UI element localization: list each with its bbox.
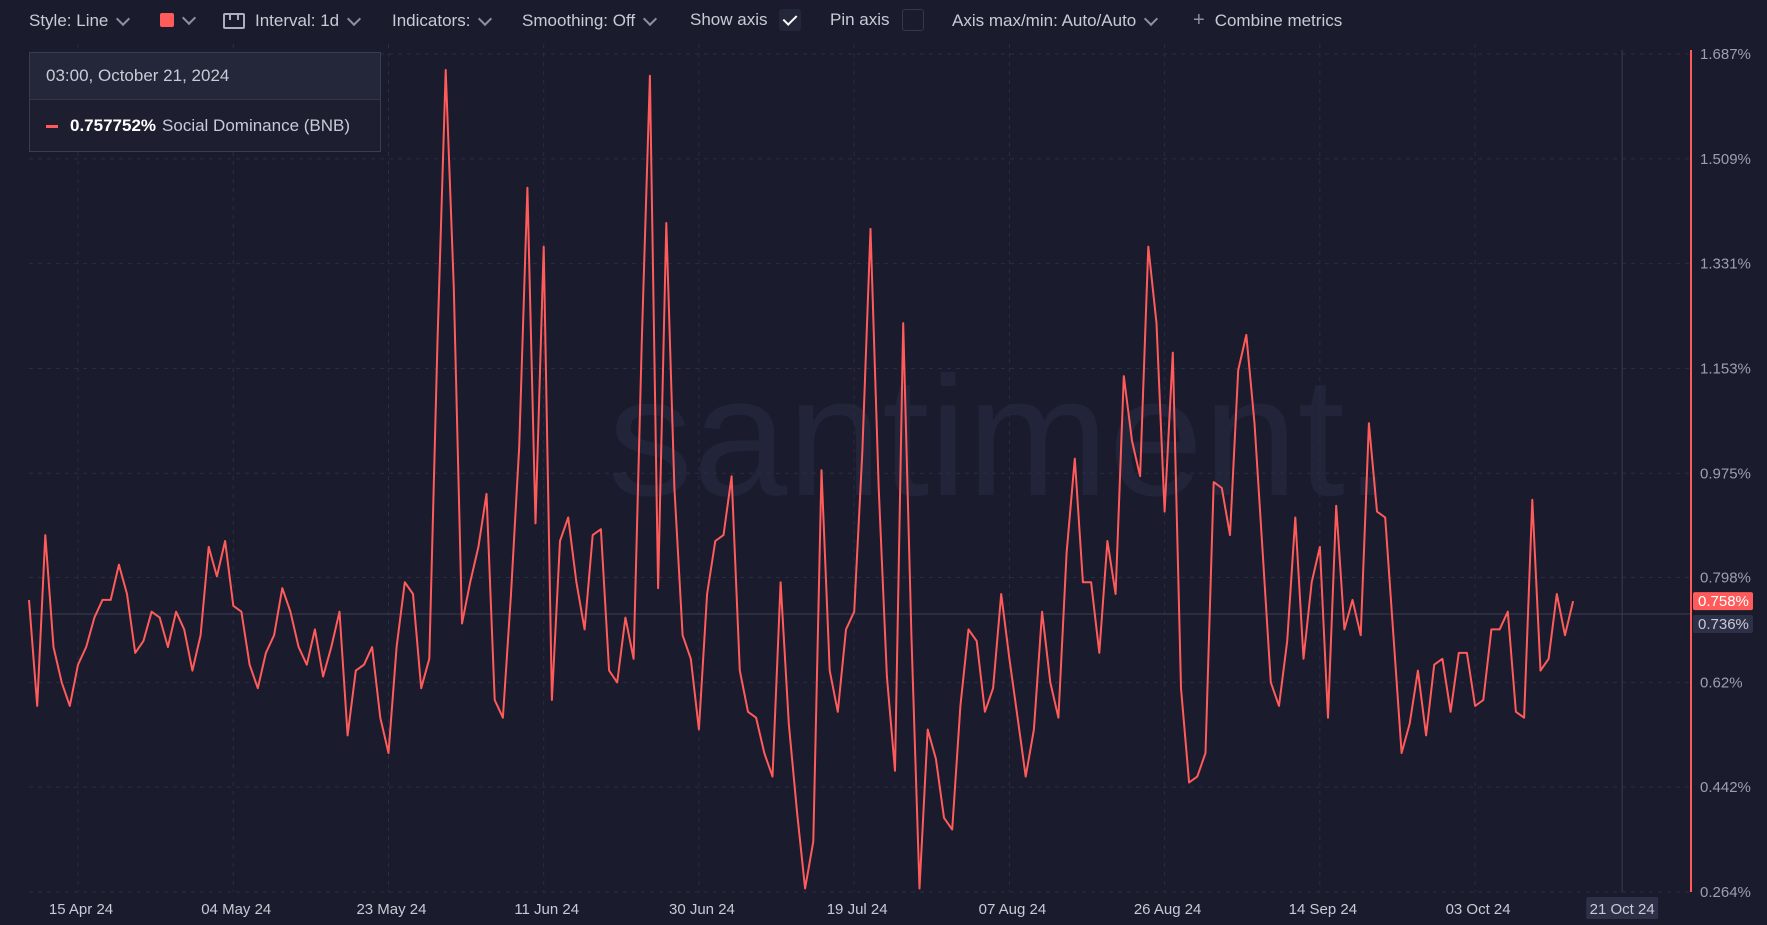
combine-metrics-button[interactable]: + Combine metrics <box>1193 9 1342 32</box>
series-layer <box>28 68 1575 890</box>
tooltip-metric: Social Dominance (BNB) <box>162 116 351 135</box>
pin-axis-checkbox[interactable] <box>901 9 924 31</box>
social-dominance-line <box>28 68 1575 890</box>
x-tick-label: 30 Jun 24 <box>669 901 735 918</box>
y-tick-label: 1.331% <box>1700 256 1751 273</box>
style-label: Style: Line <box>29 11 109 30</box>
crosshair-x-badge <box>1586 897 1659 919</box>
axis-maxmin-dropdown[interactable]: Axis max/min: Auto/Auto <box>952 11 1159 31</box>
x-tick-label: 26 Aug 24 <box>1134 901 1202 918</box>
color-picker[interactable] <box>160 10 197 27</box>
smoothing-label: Smoothing: Off <box>522 11 636 30</box>
color-swatch <box>160 13 174 27</box>
tooltip-row: 0.757752% Social Dominance (BNB) <box>30 100 380 152</box>
indicators-label: Indicators: <box>392 11 471 30</box>
x-tick-label: 19 Jul 24 <box>827 901 888 918</box>
smoothing-dropdown[interactable]: Smoothing: Off <box>522 11 658 31</box>
y-axis: 1.687% 1.509% 1.331% 1.153% 0.975% 0.798% 0.62… <box>1690 46 1753 901</box>
combine-metrics-label: Combine metrics <box>1214 10 1343 30</box>
x-tick-label: 23 May 24 <box>356 901 426 918</box>
plus-icon: + <box>1193 9 1205 31</box>
interval-dropdown[interactable]: Interval: 1d <box>223 11 362 31</box>
grid-lines <box>29 44 1690 893</box>
indicators-dropdown[interactable]: Indicators: <box>392 11 493 31</box>
x-tick-label: 11 Jun 24 <box>514 901 579 918</box>
chart-toolbar: Style: Line Interval: 1d Indicators: Smo… <box>0 0 1767 42</box>
show-axis-label: Show axis <box>690 10 768 29</box>
y-tick-label: 1.509% <box>1700 151 1751 168</box>
crosshair-y-badge <box>1693 615 1753 634</box>
pin-axis-toggle[interactable]: Pin axis <box>830 9 924 31</box>
x-tick-label: 14 Sep 24 <box>1289 901 1357 918</box>
tooltip-date: 03:00, October 21, 2024 <box>30 53 380 100</box>
crosshair-x-label: 21 Oct 24 <box>1590 901 1655 918</box>
crosshair <box>29 50 1691 892</box>
pin-axis-label: Pin axis <box>830 10 890 29</box>
y-tick-label: 1.153% <box>1700 360 1751 377</box>
y-tick-label: 0.62% <box>1700 674 1743 691</box>
x-tick-label: 03 Oct 24 <box>1446 901 1511 918</box>
current-value-badge <box>1693 592 1753 611</box>
show-axis-checkbox[interactable] <box>779 9 802 31</box>
y-tick-label: 0.264% <box>1700 884 1751 901</box>
tooltip-value: 0.757752% <box>70 116 157 135</box>
x-tick-label: 15 Apr 24 <box>49 901 113 918</box>
show-axis-toggle[interactable]: Show axis <box>690 9 802 31</box>
current-value-label: 0.758% <box>1698 593 1749 610</box>
x-tick-label: 04 May 24 <box>201 901 271 918</box>
watermark: santiment. <box>608 342 1392 532</box>
series-color-dash <box>46 124 58 128</box>
interval-label: Interval: 1d <box>255 11 340 30</box>
hover-tooltip: 03:00, October 21, 2024 0.757752% Social… <box>29 52 381 152</box>
y-tick-label: 0.442% <box>1700 779 1751 796</box>
x-axis: 15 Apr 24 04 May 24 23 May 24 11 Jun 24 30 J… <box>49 897 1659 919</box>
style-dropdown[interactable]: Style: Line <box>29 11 131 31</box>
calendar-icon <box>223 13 245 29</box>
axis-maxmin-label: Axis max/min: Auto/Auto <box>952 11 1137 30</box>
crosshair-y-label: 0.736% <box>1698 616 1749 633</box>
y-tick-label: 0.798% <box>1700 570 1751 587</box>
x-tick-label: 07 Aug 24 <box>979 901 1047 918</box>
y-tick-label: 1.687% <box>1700 46 1751 63</box>
y-tick-label: 0.975% <box>1700 465 1751 482</box>
